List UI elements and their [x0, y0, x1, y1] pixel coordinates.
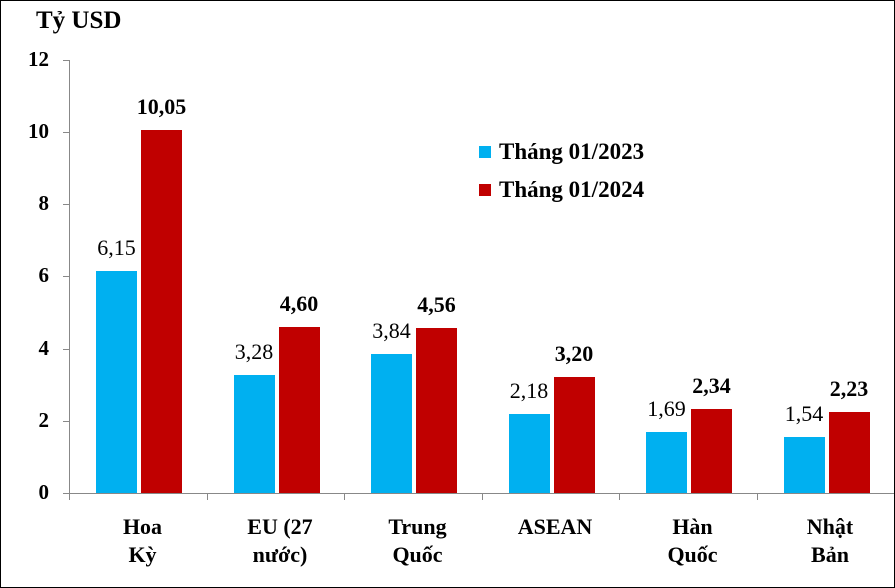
y-tick-mark [63, 348, 69, 350]
bar-2024 [141, 130, 182, 493]
category-label-line: Trung [388, 514, 447, 539]
data-label: 2,23 [829, 376, 869, 402]
bar-2023 [646, 431, 687, 493]
y-tick-label: 12 [28, 46, 49, 71]
legend-item-2023: Tháng 01/2023 [479, 133, 644, 171]
y-tick-mark [63, 420, 69, 422]
y-tick-label: 0 [38, 480, 50, 504]
legend-swatch-2023 [479, 146, 491, 158]
bar-2023 [783, 437, 825, 493]
bar-2023 [508, 414, 550, 493]
category-label-line: Hoa [122, 514, 163, 539]
legend-label-2024: Tháng 01/2024 [499, 177, 645, 202]
category-label: EU (27 nước) [212, 513, 349, 569]
data-label: 3,20 [554, 341, 594, 367]
legend: Tháng 01/2023 Tháng 01/2024 [479, 133, 644, 209]
legend-swatch-2024 [479, 184, 491, 196]
y-tick-mark [63, 59, 69, 61]
bar-2024 [553, 377, 595, 493]
y-tick-label: 8 [38, 191, 50, 216]
category-label-line [487, 541, 624, 569]
category-label: Nhật Bản [762, 513, 895, 569]
data-label: 10,05 [136, 94, 187, 120]
category-label-line: Kỳ [128, 542, 157, 567]
category-label-line: Quốc [392, 542, 443, 567]
y-tick-mark [63, 132, 69, 133]
category-label: Trung Quốc [349, 513, 486, 569]
category-label-line: EU (27 [247, 514, 313, 539]
bar-2024 [278, 326, 320, 493]
x-tick-mark [619, 493, 620, 500]
bar-2024 [828, 412, 870, 493]
category-label: Hàn Quốc [624, 513, 761, 569]
y-axis-line [69, 59, 70, 493]
category-label: ASEAN [487, 513, 624, 569]
bar-2024 [416, 328, 457, 493]
x-tick-mark [756, 493, 758, 500]
bar-2023 [233, 374, 275, 493]
y-tick-label: 4 [38, 335, 50, 360]
data-label: 1,54 [784, 401, 824, 427]
y-tick-mark [63, 276, 69, 278]
data-label: 2,18 [509, 378, 549, 404]
category-label-line: Hàn [672, 514, 713, 539]
data-label: 3,84 [372, 318, 411, 344]
data-label: 4,60 [279, 290, 319, 316]
y-tick-label: 2 [38, 407, 50, 432]
y-tick-label: 10 [28, 119, 49, 143]
data-label: 6,15 [97, 234, 136, 260]
x-tick-mark [206, 493, 208, 500]
y-axis-unit-label: Tỷ USD [36, 7, 122, 34]
y-tick-mark [63, 204, 69, 206]
x-tick-mark [69, 493, 70, 500]
data-label: 3,28 [234, 338, 274, 364]
x-tick-mark [344, 493, 345, 500]
category-label-line: Nhật [806, 514, 854, 539]
category-label-line: Quốc [667, 542, 718, 567]
category-label: Hoa Kỳ [74, 513, 211, 569]
bar-2023 [371, 354, 412, 493]
data-label: 1,69 [647, 395, 686, 421]
category-label-line: nước) [252, 542, 308, 567]
y-tick-label: 6 [38, 263, 50, 288]
x-tick-mark [481, 493, 483, 500]
data-label: 4,56 [417, 292, 456, 318]
bar-2023 [96, 270, 137, 493]
data-label: 2,34 [692, 372, 731, 398]
bar-2024 [691, 408, 732, 493]
category-label-line: ASEAN [517, 514, 593, 539]
legend-label-2023: Tháng 01/2023 [499, 139, 645, 164]
legend-item-2024: Tháng 01/2024 [479, 171, 644, 209]
category-label-line: Bản [811, 542, 849, 567]
y-tick-mark [63, 493, 69, 494]
